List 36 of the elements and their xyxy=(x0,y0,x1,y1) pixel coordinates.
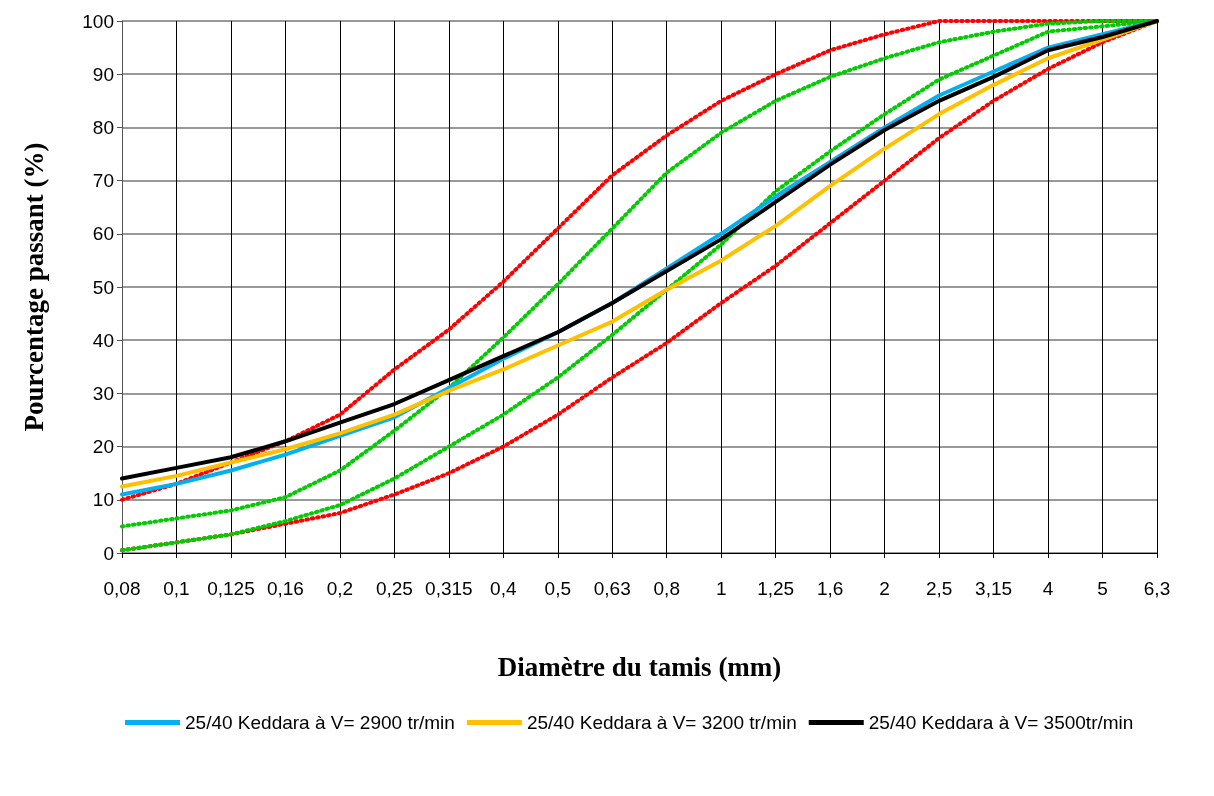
x-tick-label: 2,5 xyxy=(925,578,953,599)
x-tick-label: 0,125 xyxy=(207,578,255,599)
legend-label: 25/40 Keddara à V= 2900 tr/min xyxy=(185,712,455,733)
y-tick-label: 90 xyxy=(92,63,114,85)
x-tick-label: 4 xyxy=(1042,578,1054,599)
x-tick-label: 0,1 xyxy=(163,578,190,599)
x-tick-label: 0,08 xyxy=(103,578,141,599)
x-tick-label: 0,25 xyxy=(375,578,413,599)
x-tick-label: 3,15 xyxy=(975,578,1013,599)
y-tick-label: 50 xyxy=(92,276,114,298)
y-tick-label: 40 xyxy=(92,329,114,351)
y-tick-label: 0 xyxy=(103,542,114,564)
x-tick-label: 0,2 xyxy=(326,578,354,599)
x-tick-label: 0,4 xyxy=(490,578,517,599)
x-tick-label: 0,16 xyxy=(266,578,304,599)
y-tick-label: 10 xyxy=(92,489,114,511)
y-tick-label: 20 xyxy=(92,436,114,458)
x-tick-label: 0,8 xyxy=(653,578,680,599)
y-axis-title: Pourcentage passant (%) xyxy=(18,142,49,432)
y-tick-label: 80 xyxy=(92,116,114,138)
x-tick-label: 1,6 xyxy=(816,578,844,599)
x-axis-title: Diamètre du tamis (mm) xyxy=(497,651,782,682)
y-tick-label: 100 xyxy=(82,10,114,32)
x-tick-label: 1,25 xyxy=(757,578,795,599)
legend-label: 25/40 Keddara à V= 3200 tr/min xyxy=(526,712,797,733)
x-tick-label: 6,3 xyxy=(1143,578,1171,599)
x-tick-label: 1 xyxy=(715,578,727,599)
x-tick-label: 0,315 xyxy=(425,578,473,599)
y-tick-label: 30 xyxy=(92,382,114,404)
x-tick-label: 0,5 xyxy=(544,578,571,599)
x-tick-label: 2 xyxy=(879,578,890,599)
y-tick-label: 70 xyxy=(92,170,114,192)
x-tick-label: 5 xyxy=(1097,578,1108,599)
legend-label: 25/40 Keddara à V= 3500tr/min xyxy=(868,712,1134,733)
y-tick-label: 60 xyxy=(92,223,114,245)
x-tick-label: 0,63 xyxy=(593,578,631,599)
